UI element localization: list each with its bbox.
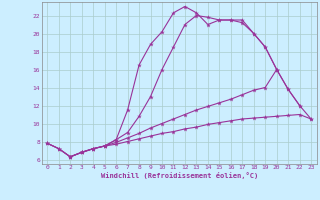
X-axis label: Windchill (Refroidissement éolien,°C): Windchill (Refroidissement éolien,°C) bbox=[100, 172, 258, 179]
